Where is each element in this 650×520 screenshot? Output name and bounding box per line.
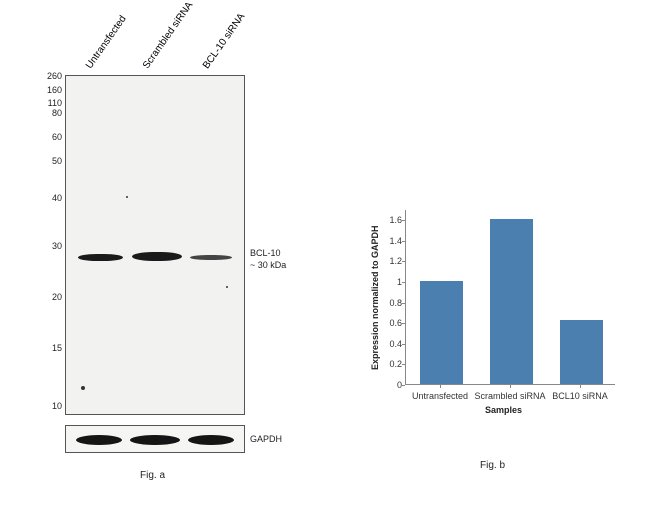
- fig-b-caption: Fig. b: [480, 460, 505, 471]
- mw-marker: 40: [52, 193, 62, 203]
- lane-label-3: BCL-10 siRNA: [201, 11, 247, 71]
- gapdh-band-lane1: [76, 435, 122, 445]
- y-tick: [402, 282, 405, 283]
- speck: [126, 196, 128, 198]
- y-tick: [402, 385, 405, 386]
- bar: [490, 219, 533, 384]
- x-tick-label: Scrambled siRNA: [474, 391, 545, 401]
- x-tick-label: Untransfected: [412, 391, 468, 401]
- target-mw-label: ~ 30 kDa: [250, 260, 286, 270]
- lane-label-1: Untransfected: [84, 14, 129, 71]
- x-tick: [510, 385, 511, 388]
- y-tick-label: 0.2: [389, 359, 402, 369]
- fig-a-caption: Fig. a: [140, 470, 165, 481]
- mw-marker: 50: [52, 156, 62, 166]
- mw-marker: 160: [47, 85, 62, 95]
- mw-marker: 110: [48, 98, 62, 108]
- bcl10-band-lane1: [78, 254, 123, 261]
- lane-label-2: Scrambled siRNA: [141, 0, 195, 71]
- mw-marker: 260: [47, 71, 62, 81]
- bar-chart: Expression normalized to GAPDH 00.20.40.…: [360, 210, 620, 410]
- y-tick-label: 0.8: [389, 298, 402, 308]
- western-blot-figure: Untransfected Scrambled siRNA BCL-10 siR…: [10, 20, 310, 500]
- bcl10-band-lane2: [132, 252, 182, 261]
- bar: [560, 320, 603, 384]
- x-tick: [440, 385, 441, 388]
- gapdh-band-lane2: [130, 435, 180, 445]
- speck: [226, 286, 228, 288]
- y-tick-label: 1.6: [389, 215, 402, 225]
- y-tick: [402, 303, 405, 304]
- mw-marker: 60: [52, 132, 62, 142]
- target-protein-label: BCL-10: [250, 248, 281, 258]
- gapdh-membrane: [65, 425, 245, 453]
- mw-marker: 10: [52, 401, 62, 411]
- gapdh-band-lane3: [188, 435, 234, 445]
- bcl10-band-lane3: [190, 255, 232, 260]
- bar: [420, 281, 463, 384]
- plot-area: [405, 210, 615, 385]
- mw-marker: 15: [52, 343, 62, 353]
- y-tick-label: 1.2: [389, 256, 402, 266]
- y-tick: [402, 220, 405, 221]
- y-axis-title: Expression normalized to GAPDH: [370, 220, 380, 370]
- y-tick-label: 0.6: [389, 318, 402, 328]
- y-tick: [402, 323, 405, 324]
- y-tick: [402, 364, 405, 365]
- mw-marker: 80: [52, 108, 62, 118]
- x-tick: [580, 385, 581, 388]
- x-axis-title: Samples: [485, 405, 522, 415]
- blot-membrane: [65, 75, 245, 415]
- bar-chart-figure: Expression normalized to GAPDH 00.20.40.…: [310, 20, 640, 510]
- lane-labels: Untransfected Scrambled siRNA BCL-10 siR…: [65, 25, 245, 75]
- y-tick: [402, 261, 405, 262]
- y-tick-label: 0.4: [389, 339, 402, 349]
- mw-marker: 30: [52, 241, 62, 251]
- mw-marker: 20: [52, 292, 62, 302]
- y-tick-label: 1.4: [389, 236, 402, 246]
- y-tick: [402, 344, 405, 345]
- gapdh-label: GAPDH: [250, 434, 282, 444]
- y-tick: [402, 241, 405, 242]
- speck: [81, 386, 85, 390]
- x-tick-label: BCL10 siRNA: [552, 391, 608, 401]
